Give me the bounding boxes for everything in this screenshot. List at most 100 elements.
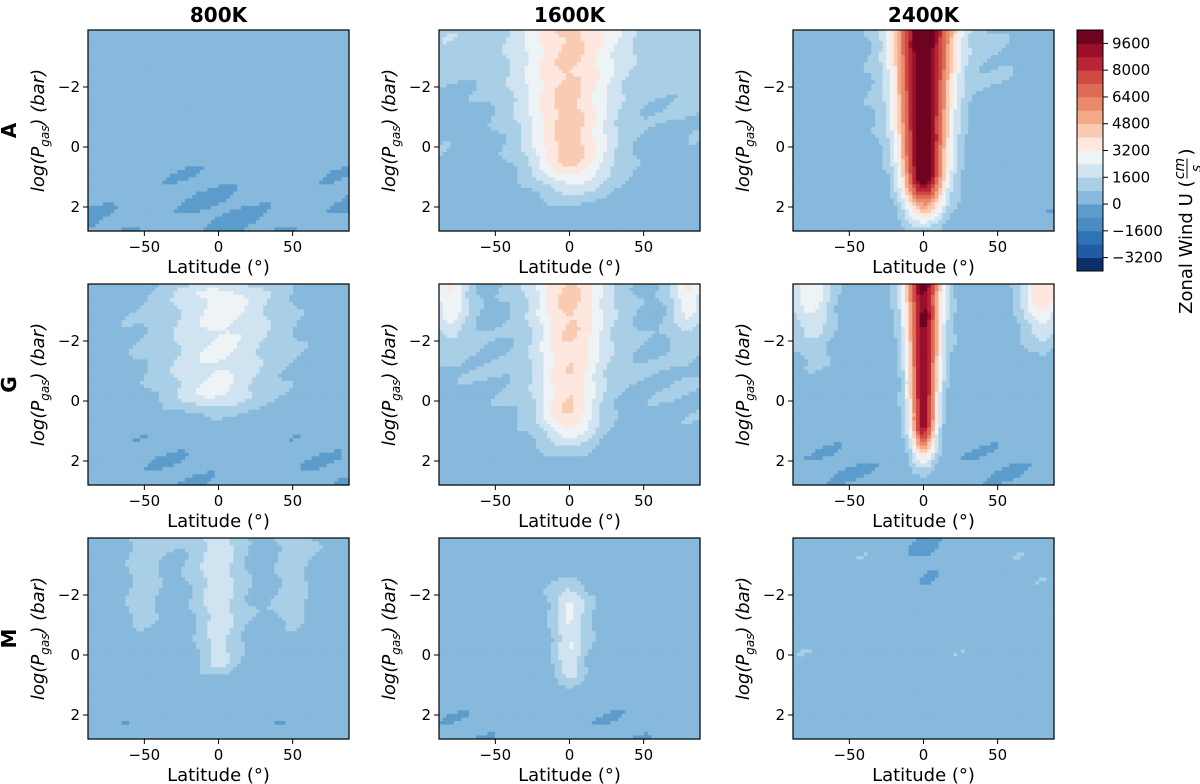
heatmap-cell xyxy=(281,144,287,150)
heatmap-cell xyxy=(263,62,268,67)
heatmap-cell xyxy=(136,44,141,49)
heatmap-cell xyxy=(207,216,212,221)
heatmap-cell xyxy=(125,47,130,53)
heatmap-cell xyxy=(114,94,119,99)
heatmap-cell xyxy=(307,55,313,60)
heatmap-cell xyxy=(136,148,141,153)
heatmap-cell xyxy=(214,166,220,171)
heatmap-cell xyxy=(114,40,119,45)
heatmap-cell xyxy=(274,40,279,45)
heatmap-cell xyxy=(196,191,201,196)
heatmap-cell xyxy=(293,37,298,42)
heatmap-cell xyxy=(147,130,152,135)
heatmap-cell xyxy=(334,159,339,164)
heatmap-cell xyxy=(170,134,175,139)
heatmap-cell xyxy=(147,195,152,200)
heatmap-cell xyxy=(502,58,507,63)
heatmap-cell xyxy=(293,112,298,117)
heatmap-cell xyxy=(233,162,238,167)
heatmap-cell xyxy=(211,216,216,221)
heatmap-cell xyxy=(491,47,496,53)
heatmap-cell xyxy=(480,76,485,81)
heatmap-cell xyxy=(315,80,320,85)
heatmap-cell xyxy=(266,80,272,85)
heatmap-cell xyxy=(132,134,138,139)
heatmap-cell xyxy=(554,69,559,74)
heatmap-cell xyxy=(110,87,115,92)
heatmap-cell xyxy=(307,173,313,178)
heatmap-cell xyxy=(207,101,212,106)
heatmap-cell xyxy=(196,123,201,128)
heatmap-cell xyxy=(99,148,104,153)
heatmap-cell xyxy=(326,162,331,167)
heatmap-cell xyxy=(188,152,193,157)
heatmap-cell xyxy=(255,159,261,164)
heatmap-cell xyxy=(289,166,294,171)
heatmap-cell xyxy=(211,73,216,78)
heatmap-cell xyxy=(229,148,235,153)
heatmap-cell xyxy=(173,198,179,203)
heatmap-cell xyxy=(506,55,511,60)
heatmap-cell xyxy=(229,184,235,189)
heatmap-cell xyxy=(535,51,541,56)
heatmap-cell xyxy=(270,47,276,53)
heatmap-cell xyxy=(345,137,350,142)
heatmap-cell xyxy=(337,155,343,160)
heatmap-cell xyxy=(132,227,138,232)
heatmap-cell xyxy=(252,91,257,96)
heatmap-cell xyxy=(658,51,664,56)
heatmap-cell xyxy=(192,220,197,225)
heatmap-cell xyxy=(110,141,115,146)
heatmap-cell xyxy=(170,30,175,35)
heatmap-cell xyxy=(480,33,485,38)
heatmap-cell xyxy=(472,47,477,53)
heatmap-cell xyxy=(88,73,93,78)
heatmap-cell xyxy=(229,191,235,196)
heatmap-cell xyxy=(584,55,589,60)
heatmap-cell xyxy=(229,55,235,60)
heatmap-cell xyxy=(266,141,272,146)
heatmap-cell xyxy=(132,162,138,167)
heatmap-cell xyxy=(337,98,343,103)
heatmap-cell xyxy=(211,137,216,142)
heatmap-cell xyxy=(304,177,309,182)
heatmap-cell xyxy=(143,116,149,121)
heatmap-cell xyxy=(218,47,223,53)
heatmap-cell xyxy=(300,76,305,81)
heatmap-cell xyxy=(341,112,346,117)
heatmap-cell xyxy=(162,69,167,74)
heatmap-cell xyxy=(274,44,279,49)
heatmap-cell xyxy=(681,55,686,60)
heatmap-cell xyxy=(248,37,253,42)
heatmap-cell xyxy=(266,37,272,42)
heatmap-cell xyxy=(296,177,302,182)
heatmap-cell xyxy=(476,76,481,81)
heatmap-cell xyxy=(289,69,294,74)
heatmap-cell xyxy=(476,51,481,56)
heatmap-cell xyxy=(207,58,212,63)
heatmap-cell xyxy=(274,173,279,178)
heatmap-cell xyxy=(311,87,317,92)
heatmap-cell xyxy=(125,37,130,42)
heatmap-cell xyxy=(222,162,227,167)
heatmap-cell xyxy=(136,162,141,167)
heatmap-cell xyxy=(129,227,134,232)
heatmap-cell xyxy=(99,205,104,211)
heatmap-cell xyxy=(102,227,108,232)
heatmap-cell xyxy=(184,62,190,67)
heatmap-cell xyxy=(311,209,317,214)
heatmap-cell xyxy=(285,80,290,85)
heatmap-cell xyxy=(192,112,197,117)
heatmap-cell xyxy=(580,73,586,78)
heatmap-cell xyxy=(140,94,145,99)
heatmap-cell xyxy=(132,108,138,114)
heatmap-cell xyxy=(334,91,339,96)
heatmap-cell xyxy=(106,159,111,164)
heatmap-cell xyxy=(550,33,556,38)
heatmap-cell xyxy=(270,223,276,229)
heatmap-cell xyxy=(334,202,339,207)
heatmap-cell xyxy=(326,76,331,81)
heatmap-cell xyxy=(617,30,623,35)
heatmap-cell xyxy=(315,220,320,225)
heatmap-cell xyxy=(274,137,279,142)
